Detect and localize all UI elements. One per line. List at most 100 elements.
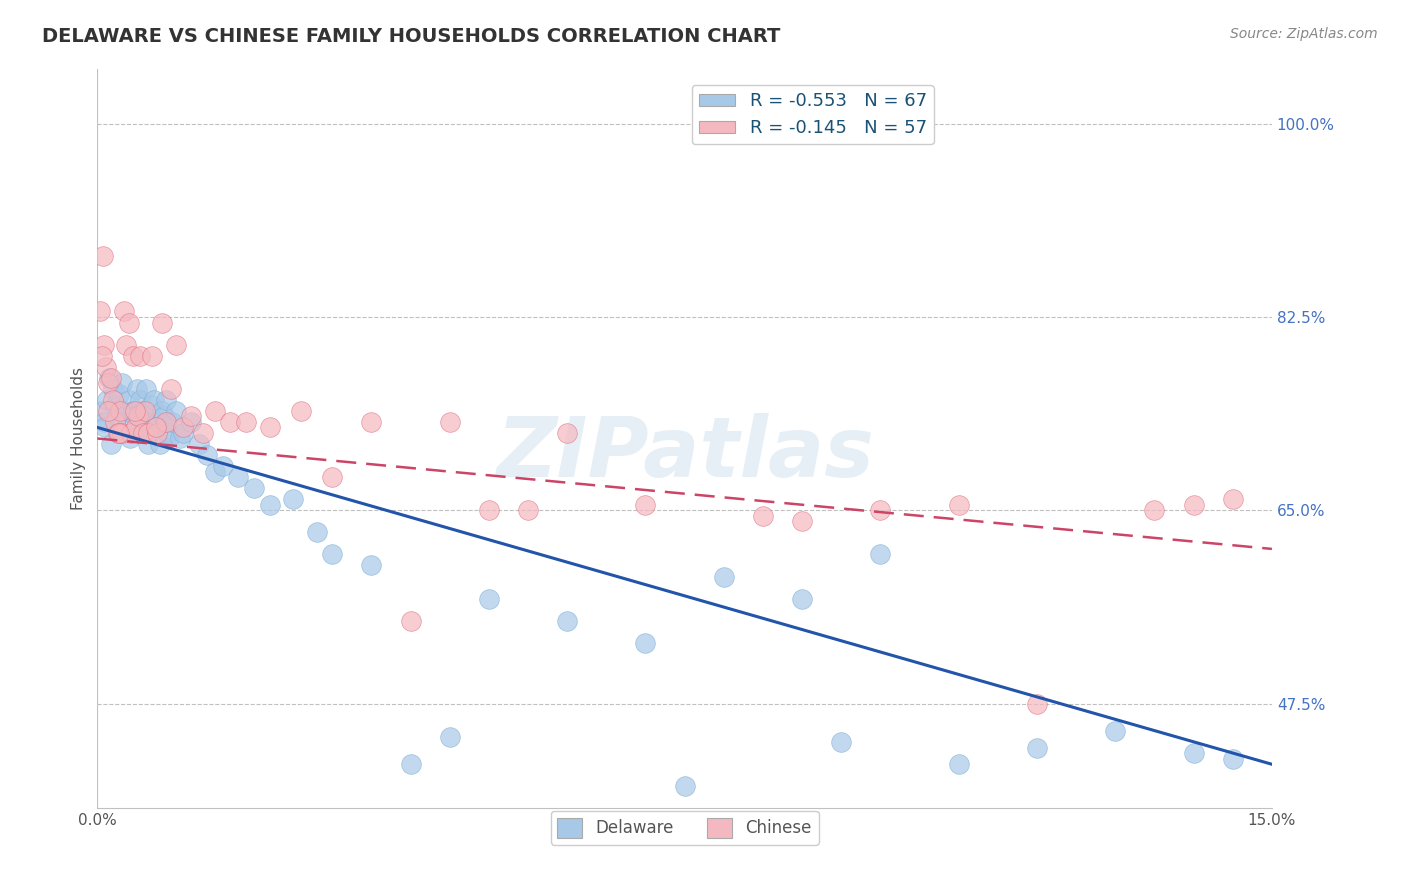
Point — [100, 370, 122, 384]
Point — [281, 492, 304, 507]
Point — [204, 404, 226, 418]
Point — [136, 437, 159, 451]
Point — [108, 404, 131, 418]
Point — [120, 432, 142, 446]
Point — [290, 404, 312, 418]
Point — [98, 370, 121, 384]
Point — [713, 569, 735, 583]
Point — [90, 404, 112, 418]
Point — [125, 382, 148, 396]
Point — [169, 432, 191, 446]
Point — [180, 415, 202, 429]
Legend: Delaware, Chinese: Delaware, Chinese — [551, 811, 818, 845]
Point — [135, 382, 157, 396]
Point — [1026, 740, 1049, 755]
Point — [399, 614, 422, 628]
Point — [91, 249, 114, 263]
Point — [180, 409, 202, 424]
Point — [1143, 503, 1166, 517]
Point — [108, 387, 131, 401]
Point — [1222, 492, 1244, 507]
Point — [101, 382, 124, 396]
Point — [634, 636, 657, 650]
Point — [94, 359, 117, 374]
Point — [555, 614, 578, 628]
Point — [235, 415, 257, 429]
Y-axis label: Family Households: Family Households — [72, 367, 86, 510]
Text: DELAWARE VS CHINESE FAMILY HOUSEHOLDS CORRELATION CHART: DELAWARE VS CHINESE FAMILY HOUSEHOLDS CO… — [42, 27, 780, 45]
Point — [107, 425, 129, 440]
Point — [153, 409, 176, 424]
Point — [129, 349, 152, 363]
Point — [204, 465, 226, 479]
Point — [127, 425, 149, 440]
Point — [141, 349, 163, 363]
Point — [132, 425, 155, 440]
Point — [948, 498, 970, 512]
Point — [111, 425, 134, 440]
Point — [478, 591, 501, 606]
Point — [145, 420, 167, 434]
Point — [157, 432, 180, 446]
Point — [125, 420, 148, 434]
Point — [1026, 697, 1049, 711]
Point — [790, 514, 813, 528]
Point — [142, 392, 165, 407]
Point — [149, 437, 172, 451]
Point — [305, 525, 328, 540]
Point — [195, 448, 218, 462]
Point — [89, 304, 111, 318]
Point — [211, 459, 233, 474]
Point — [134, 415, 156, 429]
Point — [139, 398, 162, 412]
Point — [93, 337, 115, 351]
Point — [634, 498, 657, 512]
Point — [173, 420, 195, 434]
Point — [226, 470, 249, 484]
Point — [360, 415, 382, 429]
Point — [321, 470, 343, 484]
Point — [1222, 752, 1244, 766]
Point — [790, 591, 813, 606]
Text: ZIPatlas: ZIPatlas — [496, 413, 873, 494]
Point — [165, 404, 187, 418]
Point — [399, 757, 422, 772]
Point — [517, 503, 540, 517]
Point — [93, 415, 115, 429]
Point — [752, 508, 775, 523]
Point — [91, 349, 114, 363]
Point — [134, 404, 156, 418]
Point — [165, 337, 187, 351]
Point — [100, 437, 122, 451]
Point — [948, 757, 970, 772]
Point — [321, 548, 343, 562]
Point — [439, 730, 461, 744]
Point — [150, 316, 173, 330]
Point — [110, 425, 132, 440]
Point — [259, 420, 281, 434]
Point — [155, 392, 177, 407]
Point — [141, 415, 163, 429]
Point — [1182, 498, 1205, 512]
Point — [115, 337, 138, 351]
Point — [97, 376, 120, 391]
Point — [118, 316, 141, 330]
Point — [259, 498, 281, 512]
Point — [120, 425, 142, 440]
Point — [112, 304, 135, 318]
Point — [673, 780, 696, 794]
Point — [148, 415, 170, 429]
Point — [124, 404, 146, 418]
Point — [122, 349, 145, 363]
Point — [439, 415, 461, 429]
Point — [115, 415, 138, 429]
Point — [132, 404, 155, 418]
Point — [191, 425, 214, 440]
Point — [96, 404, 118, 418]
Point — [219, 415, 242, 429]
Point — [146, 425, 169, 440]
Point — [243, 481, 266, 495]
Point — [129, 392, 152, 407]
Point — [360, 558, 382, 573]
Point — [124, 409, 146, 424]
